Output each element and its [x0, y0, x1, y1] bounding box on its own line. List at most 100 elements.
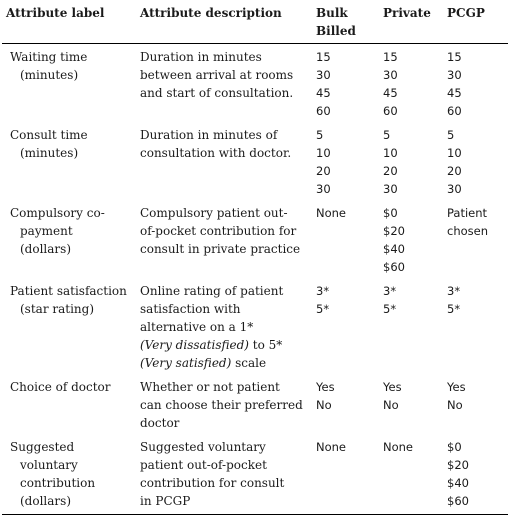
private-value-cell: 3* 5* [379, 276, 443, 372]
pcgp-value: 60 [447, 104, 462, 118]
attribute-description-line: satisfaction with [140, 302, 241, 316]
pcgp-value: 30 [447, 182, 462, 196]
pcgp-value: 3* [447, 284, 461, 298]
pcgp-value: 30 [447, 68, 462, 82]
bulk-billed-value-cell: 15 30 45 60 [312, 44, 379, 121]
pcgp-value: 15 [447, 50, 462, 64]
attribute-description-line: Whether or not patient [140, 380, 280, 394]
bulk-billed-value: 15 [316, 50, 331, 64]
attribute-label-line: Choice of doctor [10, 380, 111, 394]
attribute-description-line: patient out-of-pocket [140, 458, 267, 472]
attribute-label-line: voluntary [20, 458, 78, 472]
table-row: Suggested voluntary contribution (dollars) S… [2, 432, 508, 515]
attribute-description-line: (Very dissatisfied) to 5* [140, 336, 308, 354]
attribute-description-line: in PCGP [140, 494, 191, 508]
bulk-billed-value: 5 [316, 128, 324, 142]
attribute-description-line: consultation with doctor. [140, 146, 292, 160]
table-row: Choice of doctor Whether or not patient ca… [2, 372, 508, 432]
attribute-description-line: can choose their preferred [140, 398, 303, 412]
attribute-label-line: Patient satisfaction [10, 284, 127, 298]
attribute-label-cell: Choice of doctor [2, 372, 136, 432]
pcgp-value: $20 [447, 458, 469, 472]
table-body: Waiting time (minutes) Duration in minutes… [2, 44, 508, 515]
bulk-billed-value: None [316, 206, 347, 220]
table-row: Consult time (minutes) Duration in minutes… [2, 120, 508, 198]
private-value: 30 [383, 68, 398, 82]
attribute-description-line: Suggested voluntary [140, 440, 266, 454]
bulk-billed-value: Yes [316, 380, 335, 394]
private-value: 30 [383, 182, 398, 196]
attribute-description-line: of-pocket contribution for [140, 224, 297, 238]
private-value: 5* [383, 302, 397, 316]
attribute-description-cell: Suggested voluntary patient out-of-pocket… [136, 432, 312, 515]
attribute-label-line: payment [20, 224, 73, 238]
attribute-label-cell: Compulsory co-payment (dollars) [2, 198, 136, 276]
attribute-label-cell: Waiting time (minutes) [2, 44, 136, 121]
bulk-billed-value: 3* [316, 284, 330, 298]
table-row: Waiting time (minutes) Duration in minutes… [2, 44, 508, 121]
pcgp-value-cell: Yes No [443, 372, 508, 432]
pcgp-value-cell: $0 $20 $40 $60 [443, 432, 508, 515]
bulk-billed-value: None [316, 440, 347, 454]
private-value: No [383, 398, 399, 412]
pcgp-value: Patient [447, 206, 488, 220]
private-value-cell: 15 30 45 60 [379, 44, 443, 121]
attribute-description-cell: Duration in minutes of consultation with … [136, 120, 312, 198]
attribute-description-line: Duration in minutes [140, 50, 262, 64]
header-bulk-line-1: Bulk [316, 6, 348, 20]
header-attribute-description: Attribute description [140, 6, 282, 20]
description-rest-part: scale [231, 356, 267, 370]
bulk-billed-value-cell: None [312, 198, 379, 276]
description-rest-part: to 5* [248, 338, 283, 352]
header-bulk-billed: Bulk Billed [312, 0, 379, 44]
attribute-label-line: Waiting time [10, 50, 88, 64]
bulk-billed-value-cell: 5 10 20 30 [312, 120, 379, 198]
table-row: Patient satisfaction (star rating) Online … [2, 276, 508, 372]
pcgp-value-cell: 3* 5* [443, 276, 508, 372]
attribute-label-line: (minutes) [20, 146, 79, 160]
pcgp-value-cell: 5 10 20 30 [443, 120, 508, 198]
attribute-label-cell: Suggested voluntary contribution (dollars) [2, 432, 136, 515]
attribute-description-cell: Whether or not patient can choose their p… [136, 372, 312, 432]
pcgp-value: 5* [447, 302, 461, 316]
description-italic-part: (Very satisfied) [140, 356, 232, 370]
private-value: 5 [383, 128, 391, 142]
pcgp-value-cell: Patient chosen [443, 198, 508, 276]
attribute-label-line: Suggested [10, 440, 75, 454]
pcgp-value: 20 [447, 164, 462, 178]
table-row: Compulsory co-payment (dollars) Compulsory… [2, 198, 508, 276]
pcgp-value-cell: 15 30 45 60 [443, 44, 508, 121]
bulk-billed-value-cell: 3* 5* [312, 276, 379, 372]
bulk-billed-value: 30 [316, 182, 331, 196]
pcgp-value: Yes [447, 380, 466, 394]
private-value: None [383, 440, 414, 454]
private-value-cell: None [379, 432, 443, 515]
bulk-billed-value-cell: None [312, 432, 379, 515]
private-value-cell: Yes No [379, 372, 443, 432]
attribute-description-line: Duration in minutes of [140, 128, 278, 142]
private-value: 20 [383, 164, 398, 178]
description-italic-part: (Very dissatisfied) [140, 338, 249, 352]
private-value: Yes [383, 380, 402, 394]
attribute-description-cell: Compulsory patient out-of-pocket contrib… [136, 198, 312, 276]
attribute-label-line: (minutes) [20, 68, 79, 82]
pcgp-value: $0 [447, 440, 462, 454]
bulk-billed-value: No [316, 398, 332, 412]
private-value-cell: 5 10 20 30 [379, 120, 443, 198]
bulk-billed-value-cell: Yes No [312, 372, 379, 432]
private-value: 3* [383, 284, 397, 298]
private-value: 10 [383, 146, 398, 160]
attribute-description-line: alternative on a 1* [140, 320, 254, 334]
bulk-billed-value: 10 [316, 146, 331, 160]
attribute-description-cell: Duration in minutes between arrival at ro… [136, 44, 312, 121]
private-value: $40 [383, 242, 405, 256]
private-value: $0 [383, 206, 398, 220]
attribute-description-line: (Very satisfied) scale [140, 354, 308, 372]
attribute-label-line: Consult time [10, 128, 88, 142]
header-pcgp: PCGP [447, 6, 485, 20]
pcgp-value: 10 [447, 146, 462, 160]
attribute-description-line: doctor [140, 416, 180, 430]
header-row: Attribute label Attribute description Bu… [2, 0, 508, 44]
attribute-table-container: Attribute label Attribute description Bu… [2, 6, 508, 515]
